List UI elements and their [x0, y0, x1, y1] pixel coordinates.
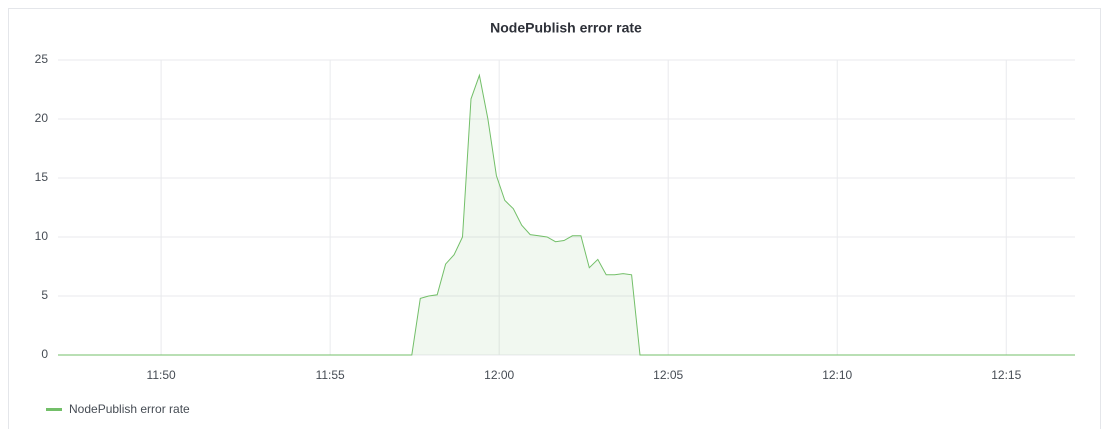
y-tick-label: 10: [35, 229, 49, 243]
x-tick-label: 12:05: [653, 368, 683, 382]
area: [58, 75, 1075, 356]
y-tick-label: 20: [35, 111, 49, 125]
y-tick-label: 5: [41, 288, 48, 302]
x-tick-label: 12:15: [991, 368, 1021, 382]
x-tick-label: 11:55: [316, 368, 345, 382]
y-tick-label: 0: [41, 347, 48, 361]
x-tick-label: 12:00: [484, 368, 514, 382]
x-tick-label: 11:50: [147, 368, 176, 382]
x-tick-label: 12:10: [822, 368, 852, 382]
series-line: [58, 73, 1075, 356]
panel-title: NodePublish error rate: [490, 20, 642, 36]
y-tick-label: 15: [35, 170, 49, 184]
legend-swatch: [46, 408, 62, 411]
legend-label: NodePublish error rate: [69, 402, 190, 416]
y-tick-label: 25: [35, 52, 49, 66]
panel-frame: [8, 8, 1101, 429]
